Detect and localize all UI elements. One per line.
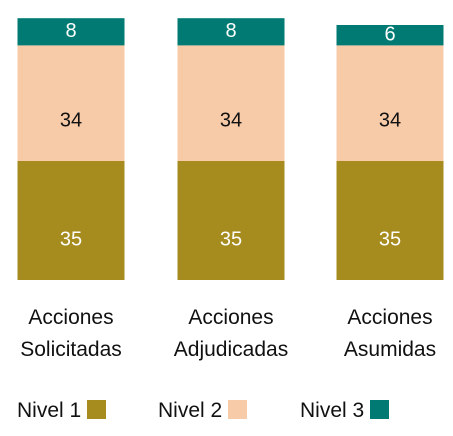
legend-item: Nivel 2	[158, 399, 248, 423]
data-label: 8	[225, 20, 236, 42]
bar-segment	[336, 161, 444, 280]
data-label: 34	[220, 109, 242, 131]
legend-item: Nivel 3	[300, 399, 390, 423]
data-label: 35	[379, 228, 401, 250]
data-label: 6	[384, 23, 395, 45]
category-label: Acciones Solicitadas	[20, 306, 122, 361]
bar-segment	[177, 161, 285, 280]
data-label: 34	[60, 109, 82, 131]
data-label: 8	[65, 20, 76, 42]
bar-segment	[177, 45, 285, 161]
bar-segment	[17, 45, 125, 161]
category-label: Acciones Asumidas	[343, 306, 437, 361]
bar-segment	[177, 18, 285, 46]
category-label: Acciones Adjudicadas	[173, 306, 289, 361]
legend-label: Nivel 3	[300, 399, 365, 422]
legend-swatch	[87, 400, 107, 419]
data-label: 35	[220, 228, 242, 250]
plot: 35 34 8 35 34 8 35 34 6	[17, 18, 444, 280]
legend-label: Nivel 1	[17, 399, 82, 422]
legend-swatch	[228, 400, 248, 419]
bar-segment	[17, 161, 125, 280]
bar-segment	[336, 25, 444, 46]
legend-label: Nivel 2	[158, 399, 223, 422]
bar-segment	[17, 18, 125, 46]
data-label: 35	[60, 228, 82, 250]
legend-item: Nivel 1	[17, 399, 107, 423]
legend-swatch	[370, 400, 390, 419]
bar-segment	[336, 45, 444, 161]
data-label: 34	[379, 109, 401, 131]
